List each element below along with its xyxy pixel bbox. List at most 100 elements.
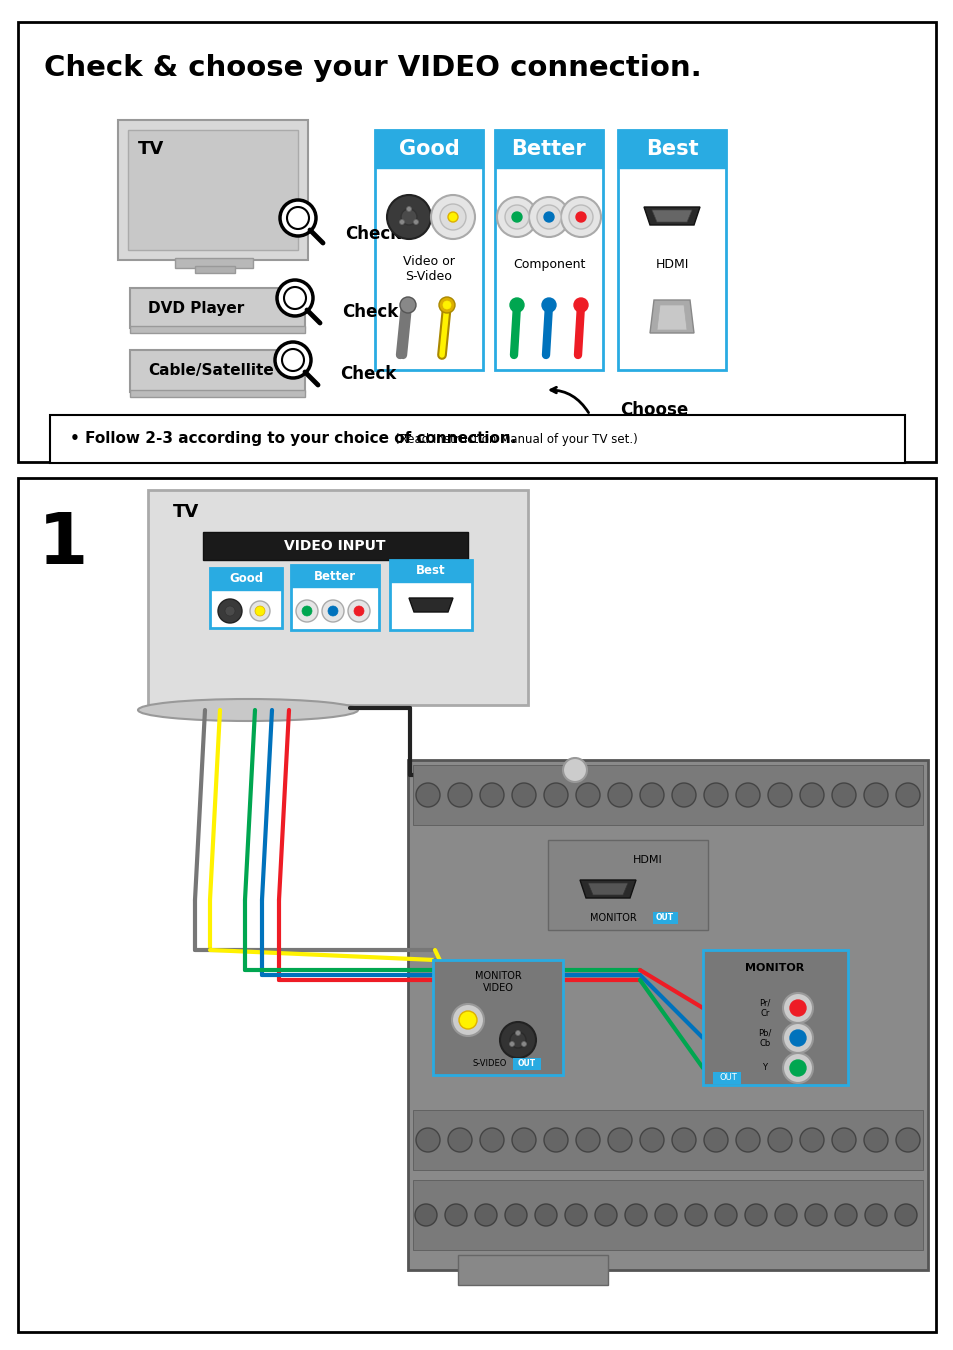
Bar [130, 390, 305, 397]
Polygon shape [579, 880, 636, 898]
Circle shape [416, 783, 439, 807]
Circle shape [568, 205, 593, 230]
Text: HDMI: HDMI [655, 258, 688, 271]
Text: Pb/
Cb: Pb/ Cb [758, 1029, 771, 1048]
Circle shape [607, 1129, 631, 1152]
Circle shape [564, 1204, 586, 1226]
Polygon shape [587, 883, 627, 895]
Text: Best: Best [416, 564, 445, 578]
Bar [547, 840, 707, 930]
Bar [712, 1072, 740, 1084]
Text: TV: TV [138, 140, 164, 158]
Circle shape [782, 994, 812, 1023]
Circle shape [479, 783, 503, 807]
Bar [130, 288, 305, 328]
Circle shape [284, 288, 306, 309]
Circle shape [767, 1129, 791, 1152]
Bar [50, 414, 904, 463]
Circle shape [510, 298, 523, 312]
Text: Cable/Satellite: Cable/Satellite [148, 363, 274, 378]
Text: Choose: Choose [619, 401, 687, 418]
Circle shape [276, 279, 313, 316]
Text: Pr/
Cr: Pr/ Cr [759, 998, 770, 1018]
Bar [210, 568, 282, 628]
Circle shape [774, 1204, 796, 1226]
Bar [174, 258, 253, 269]
Bar [652, 913, 678, 923]
Circle shape [512, 783, 536, 807]
Bar [495, 130, 602, 167]
Circle shape [541, 298, 556, 312]
Text: Good: Good [398, 139, 459, 159]
Circle shape [438, 297, 455, 313]
Circle shape [510, 1031, 525, 1048]
Bar [203, 532, 468, 560]
Circle shape [302, 606, 312, 616]
Circle shape [800, 1129, 823, 1152]
Circle shape [448, 1129, 472, 1152]
Circle shape [574, 298, 587, 312]
Bar [413, 765, 923, 825]
Text: Y: Y [761, 1064, 767, 1072]
Circle shape [521, 1041, 526, 1046]
Text: MONITOR: MONITOR [589, 913, 636, 923]
Circle shape [543, 212, 554, 221]
Bar [291, 566, 378, 587]
Circle shape [287, 207, 309, 230]
Ellipse shape [138, 699, 357, 721]
Circle shape [863, 1129, 887, 1152]
Circle shape [624, 1204, 646, 1226]
Circle shape [543, 783, 567, 807]
Circle shape [274, 342, 311, 378]
Text: Component: Component [513, 258, 584, 271]
Circle shape [444, 1204, 467, 1226]
Circle shape [595, 1204, 617, 1226]
Circle shape [515, 1030, 520, 1035]
Circle shape [576, 783, 599, 807]
Circle shape [328, 606, 337, 616]
Bar [210, 568, 282, 590]
Bar [457, 1256, 607, 1285]
Bar [375, 130, 482, 370]
Circle shape [895, 1129, 919, 1152]
Circle shape [639, 783, 663, 807]
Circle shape [399, 220, 404, 224]
Bar [433, 960, 562, 1075]
Polygon shape [649, 300, 693, 333]
Circle shape [354, 606, 364, 616]
Bar [18, 22, 935, 462]
Circle shape [863, 783, 887, 807]
Text: • Follow 2-3 according to your choice of connection.: • Follow 2-3 according to your choice of… [70, 432, 516, 447]
Circle shape [831, 783, 855, 807]
Bar [375, 130, 482, 167]
Circle shape [894, 1204, 916, 1226]
Polygon shape [643, 207, 700, 225]
Circle shape [767, 783, 791, 807]
Circle shape [280, 200, 315, 236]
Circle shape [744, 1204, 766, 1226]
Circle shape [576, 212, 585, 221]
Text: Good: Good [229, 572, 263, 586]
Circle shape [800, 783, 823, 807]
Text: Check: Check [339, 364, 395, 383]
Circle shape [789, 1030, 805, 1046]
Bar [618, 130, 725, 370]
Bar [413, 1110, 923, 1170]
Bar [18, 478, 935, 1332]
Circle shape [607, 783, 631, 807]
Circle shape [735, 1129, 760, 1152]
Circle shape [537, 205, 560, 230]
Text: TV: TV [172, 504, 199, 521]
Text: Better: Better [314, 570, 355, 582]
Bar [513, 1058, 540, 1071]
Text: S-VIDEO: S-VIDEO [473, 1058, 507, 1068]
Bar [118, 120, 308, 261]
Bar [413, 1180, 923, 1250]
Bar [618, 130, 725, 167]
Circle shape [387, 194, 431, 239]
Circle shape [254, 606, 265, 616]
Circle shape [543, 1129, 567, 1152]
Circle shape [250, 601, 270, 621]
Text: Video or
S-Video: Video or S-Video [402, 255, 455, 284]
Circle shape [655, 1204, 677, 1226]
